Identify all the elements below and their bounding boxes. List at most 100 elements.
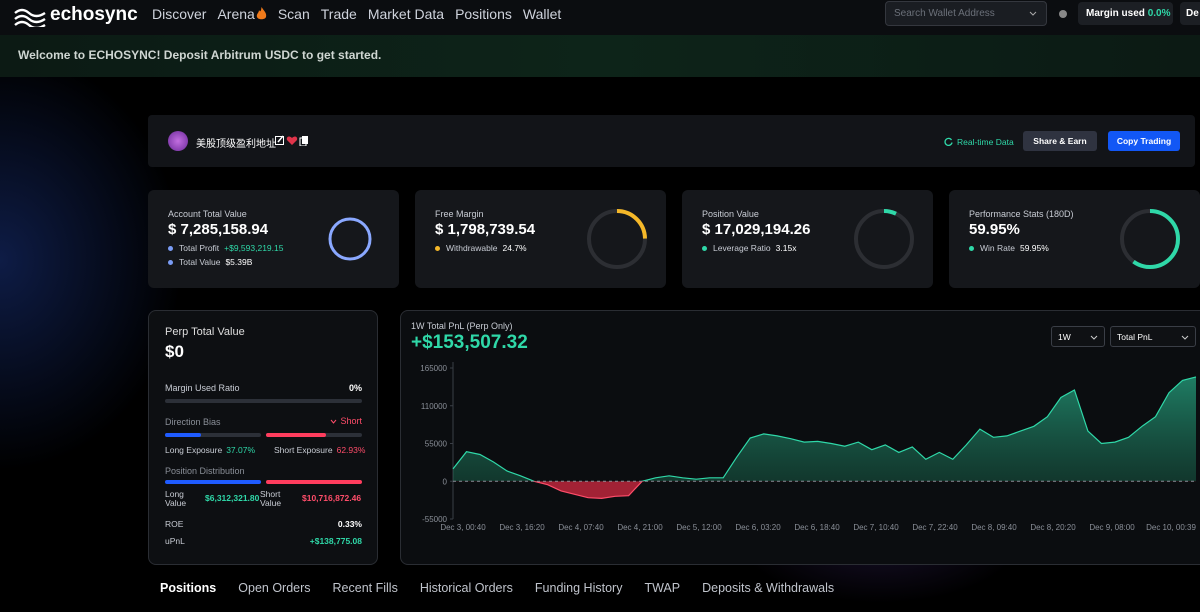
profile-name: 美股顶级盈利地址	[196, 139, 276, 150]
stat-card: Free Margin $ 1,798,739.54 Withdrawable 2…	[415, 190, 666, 288]
ring	[854, 209, 914, 269]
tab[interactable]: Funding History	[534, 581, 623, 595]
x-tick-label: Dec 6, 03:20	[735, 523, 781, 532]
short-fill	[266, 433, 327, 437]
chart-headline: +$153,507.32	[411, 332, 528, 353]
copy-trading-button[interactable]: Copy Trading	[1108, 131, 1180, 151]
row-value: 3.15x	[775, 243, 797, 253]
row-label: Win Rate	[980, 243, 1015, 253]
x-tick-label: Dec 9, 08:00	[1089, 523, 1135, 532]
nav-item[interactable]: Market Data	[367, 6, 445, 22]
logo[interactable]: echosync	[50, 4, 138, 25]
pnl-area-positive	[453, 376, 1196, 482]
card-row: Total Profit +$9,593,219.15	[168, 243, 283, 253]
label: Long Value	[165, 489, 187, 508]
realtime-label: Real-time Data	[957, 137, 1014, 147]
profile-icons[interactable]	[275, 135, 311, 146]
label: Margin Used Ratio	[165, 383, 240, 393]
bias-value: Short	[340, 416, 362, 426]
select-text: 1W	[1058, 332, 1071, 342]
card-value: 59.95%	[969, 221, 1020, 238]
fire-icon	[256, 7, 267, 20]
ring	[1120, 209, 1180, 269]
y-tick-label: 0	[443, 477, 448, 486]
pnl-chart: -55000 0 55000 110000 165000 Dec 3, 00:40 Dec …	[420, 362, 1196, 532]
nav-item[interactable]: Arena	[217, 6, 267, 22]
nav-item[interactable]: Positions	[455, 6, 512, 22]
value: 0.33%	[337, 519, 362, 529]
x-tick-label: Dec 8, 20:20	[1030, 523, 1076, 532]
card-row: Total Value $5.39B	[168, 257, 252, 267]
range-select[interactable]: 1W	[1051, 326, 1105, 347]
y-tick-label: -55000	[422, 515, 447, 524]
nav-item[interactable]: Scan	[277, 6, 310, 22]
card-label: Performance Stats (180D)	[969, 209, 1074, 219]
card-label: Free Margin	[435, 209, 484, 219]
label: Long Exposure	[165, 445, 223, 455]
label: uPnL	[165, 536, 185, 546]
value: 0%	[348, 383, 362, 393]
x-tick-label: Dec 4, 07:40	[558, 523, 604, 532]
value: 62.93%	[336, 445, 366, 455]
margin-used[interactable]: Margin used 0.0%	[1078, 2, 1173, 25]
short-bar	[266, 433, 362, 437]
x-tick-label: Dec 7, 10:40	[853, 523, 899, 532]
stat-card: Account Total Value $ 7,285,158.94 Total…	[148, 190, 399, 288]
row-value: +$9,593,219.15	[224, 243, 284, 253]
status-dot	[1059, 10, 1067, 18]
perp-value: $0	[165, 342, 184, 361]
stat-card: Performance Stats (180D) 59.95% Win Rate…	[949, 190, 1200, 288]
search-input[interactable]: Search Wallet Address	[885, 1, 1047, 26]
tab[interactable]: Deposits & Withdrawals	[702, 581, 835, 595]
short-dist-bar	[266, 480, 362, 484]
pnl-line-negative	[532, 481, 645, 500]
perp-panel: Perp Total Value $0 Margin Used Ratio 0%…	[148, 310, 378, 565]
nav-item[interactable]: Wallet	[522, 6, 562, 22]
pnl-panel: 1W Total PnL (Perp Only) +$153,507.32 1W…	[400, 310, 1200, 565]
x-tick-label: Dec 7, 22:40	[912, 523, 958, 532]
card-value: $ 17,029,194.26	[702, 221, 811, 238]
margin-value: 0.0%	[1147, 8, 1171, 19]
long-dist-bar	[165, 480, 261, 484]
tab[interactable]: Open Orders	[238, 581, 311, 595]
nav-item[interactable]: Discover	[152, 6, 207, 22]
nav-item[interactable]: Trade	[320, 6, 357, 22]
stat-card: Position Value $ 17,029,194.26 Leverage …	[682, 190, 933, 288]
x-tick-label: Dec 10, 00:39	[1146, 523, 1196, 532]
row-value: 24.7%	[502, 243, 527, 253]
value: +$138,775.08	[309, 536, 362, 546]
y-tick-label: 55000	[425, 440, 448, 449]
short-exposure: Short Exposure 62.93%	[274, 445, 365, 455]
bias: Short	[330, 416, 362, 426]
refresh-icon	[944, 137, 953, 146]
x-tick-label: Dec 8, 09:40	[971, 523, 1017, 532]
row-value: 59.95%	[1019, 243, 1049, 253]
pnl-area-negative	[453, 481, 1196, 499]
card-value: $ 1,798,739.54	[435, 221, 536, 238]
share-button[interactable]: Share & Earn	[1023, 131, 1097, 151]
tab[interactable]: Recent Fills	[332, 581, 398, 595]
label: Position Distribution	[165, 466, 245, 476]
banner: Welcome to ECHOSYNC! Deposit Arbitrum US…	[0, 35, 1200, 77]
tab[interactable]: Historical Orders	[419, 581, 513, 595]
tab[interactable]: Positions	[160, 581, 217, 595]
card-row: Win Rate 59.95%	[969, 243, 1049, 253]
ring	[587, 209, 647, 269]
row-label: Total Profit	[179, 243, 220, 253]
row-value: $5.39B	[225, 257, 253, 267]
chevron	[1029, 11, 1037, 16]
long-exposure: Long Exposure 37.07%	[165, 445, 255, 455]
card-row: Withdrawable 24.7%	[435, 243, 527, 253]
metric-select[interactable]: Total PnL	[1110, 326, 1196, 347]
card-label: Position Value	[702, 209, 759, 219]
long-bar	[165, 433, 261, 437]
row-label: Withdrawable	[446, 243, 498, 253]
nav-items: Discover Arena Scan Trade Market Data Po…	[152, 6, 561, 22]
y-tick-label: 165000	[420, 364, 447, 373]
x-tick-label: Dec 3, 16:20	[499, 523, 545, 532]
value: $6,312,321.80	[205, 493, 260, 503]
value: 37.07%	[226, 445, 256, 455]
tab[interactable]: TWAP	[644, 581, 681, 595]
deposit-button[interactable]: De	[1180, 2, 1200, 25]
